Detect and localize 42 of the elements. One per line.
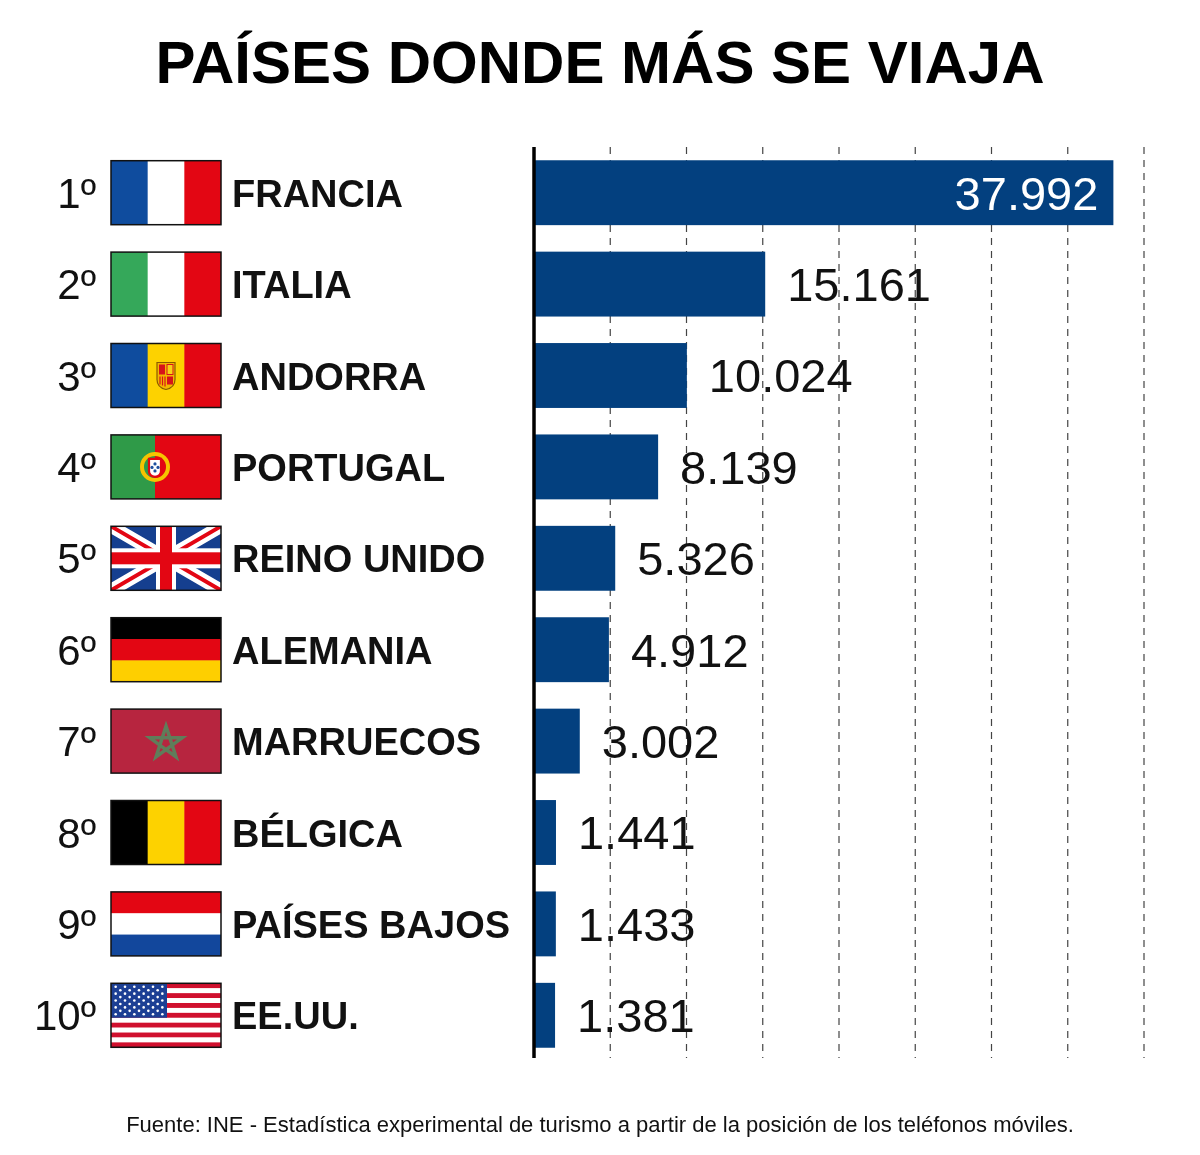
data-label: 3.002 <box>601 715 720 769</box>
text: 9º <box>57 900 96 948</box>
y-tick-label: EE.UU. <box>232 995 359 1038</box>
bar <box>534 525 616 591</box>
text: 8º <box>57 809 96 857</box>
text: 4º <box>57 443 96 491</box>
text: 7º <box>57 718 96 766</box>
data-label: 8.139 <box>680 440 798 494</box>
bar <box>534 251 766 317</box>
y-tick-label: ALEMANIA <box>232 629 433 672</box>
y-tick-label: ANDORRA <box>232 355 427 398</box>
data-label: 15.161 <box>787 258 931 312</box>
data-label: 1.381 <box>577 989 695 1043</box>
text: 2º <box>57 261 96 309</box>
data-label: 5.326 <box>637 532 755 586</box>
text: 6º <box>57 626 96 674</box>
bar <box>534 343 687 408</box>
y-tick-label: ITALIA <box>232 264 352 307</box>
bar <box>534 982 556 1048</box>
text: 10º <box>33 992 96 1040</box>
data-label: 4.912 <box>630 623 749 677</box>
data-label: 1.433 <box>577 897 696 951</box>
y-tick-label: FRANCIA <box>232 172 403 215</box>
y-tick-label: BÉLGICA <box>232 811 403 855</box>
data-label: 1.441 <box>577 806 696 860</box>
y-tick-label: PORTUGAL <box>232 446 446 489</box>
chart-title: PAÍSES DONDE MÁS SE VIAJA <box>155 29 1045 96</box>
y-tick-label: REINO UNIDO <box>232 538 486 581</box>
source-note: Fuente: INE - Estadística experimental de turismo a partir de la posición de los teléfonos móviles. <box>126 1112 1074 1137</box>
y-tick-label: PAÍSES BAJOS <box>232 902 511 946</box>
text: 3º <box>57 352 96 400</box>
bar <box>534 800 556 865</box>
text: 1º <box>57 169 96 217</box>
bar <box>534 434 659 500</box>
data-label: 37.992 <box>954 166 1099 220</box>
bar <box>534 617 609 683</box>
text: 5º <box>57 535 96 583</box>
bar <box>534 160 1114 226</box>
bar <box>534 708 580 774</box>
y-tick-label: MARRUECOS <box>232 721 482 764</box>
bar <box>534 891 556 957</box>
data-label: 10.024 <box>708 349 853 403</box>
